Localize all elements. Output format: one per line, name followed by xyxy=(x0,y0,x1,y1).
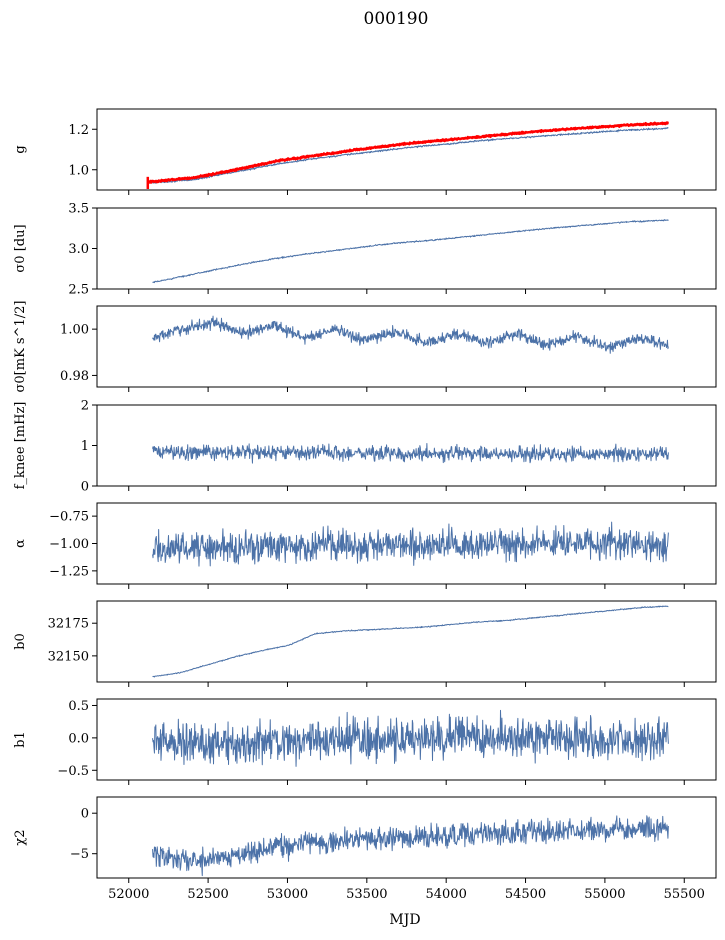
panel-2: 2.5 3.0 3.5 σ0 [du] xyxy=(13,202,717,298)
y-tick-label: 1.00 xyxy=(60,323,89,338)
y-tick-label: 0.0 xyxy=(68,731,89,746)
y-tick-label: −1.00 xyxy=(49,537,89,552)
y-axis-label: χ2 xyxy=(13,829,28,845)
series-line-1-1 xyxy=(149,127,669,184)
y-tick-label: −0.5 xyxy=(57,764,89,779)
y-tick-label: 2 xyxy=(81,399,89,414)
panel-frame xyxy=(96,600,717,683)
series-line-1-2 xyxy=(148,121,670,184)
x-tick-label: 54000 xyxy=(425,887,466,902)
y-tick-label: 1 xyxy=(81,439,89,454)
y-tick-label: 2.5 xyxy=(68,283,89,298)
panel-5: −1.25 −1.00 −0.75 α xyxy=(13,502,717,589)
panel-4: 0 1 2 f_knee [mHz] xyxy=(13,399,717,495)
y-tick-label: −1.25 xyxy=(49,564,89,579)
series-line-7-1 xyxy=(152,709,669,767)
x-tick-label: 52000 xyxy=(108,887,149,902)
y-tick-label: 0 xyxy=(81,480,89,495)
series-line-3-1 xyxy=(152,315,669,354)
y-axis-label: σ0[mK s^1/2] xyxy=(13,301,28,393)
panel-frame xyxy=(96,404,717,487)
panel-frame xyxy=(96,796,717,879)
y-axis-label: g xyxy=(13,145,28,153)
y-tick-label: −5 xyxy=(70,847,89,862)
series-line-2-1 xyxy=(152,219,669,284)
y-tick-label: 0.98 xyxy=(60,369,89,384)
y-tick-label: 32150 xyxy=(48,649,89,664)
x-tick-label: 52500 xyxy=(187,887,228,902)
panel-frame xyxy=(96,207,717,290)
panel-frame xyxy=(96,698,717,781)
y-tick-label: 0 xyxy=(81,807,89,822)
x-tick-label: 54500 xyxy=(505,887,546,902)
y-tick-label: 3.5 xyxy=(68,202,89,217)
panel-8: −5 0 52000 52500 53000 53500 54000 54500 55000 55… xyxy=(13,796,717,902)
panel-6: 32150 32175 b0 xyxy=(13,600,717,687)
x-tick-label: 53000 xyxy=(267,887,308,902)
x-tick-label: 53500 xyxy=(346,887,387,902)
y-tick-label: 1.0 xyxy=(68,163,89,178)
y-tick-label: 3.0 xyxy=(68,242,89,257)
series-line-5-1 xyxy=(152,521,669,567)
y-tick-label: −0.75 xyxy=(49,510,89,525)
panel-frame xyxy=(96,305,717,388)
y-tick-label: 32175 xyxy=(48,617,89,632)
panel-1: 1.0 1.2 g xyxy=(13,108,717,195)
y-axis-label: b0 xyxy=(13,633,28,650)
figure-title: 000190 xyxy=(364,9,429,29)
x-tick-label: 55500 xyxy=(664,887,705,902)
panel-3: 0.98 1.00 σ0[mK s^1/2] xyxy=(13,301,717,393)
y-axis-label: σ0 [du] xyxy=(13,224,28,272)
y-axis-label: b1 xyxy=(13,731,28,748)
series-line-8-1 xyxy=(152,815,669,877)
y-axis-label: α xyxy=(13,539,28,548)
panel-7: −0.5 0.0 0.5 b1 xyxy=(13,698,717,785)
series-line-4-1 xyxy=(152,443,669,464)
y-tick-label: 1.2 xyxy=(68,123,89,138)
panel-frame xyxy=(96,108,717,191)
x-tick-label: 55000 xyxy=(584,887,625,902)
series-line-6-1 xyxy=(152,605,669,678)
y-axis-label: f_knee [mHz] xyxy=(13,402,28,490)
x-axis-label: MJD xyxy=(389,912,420,928)
y-tick-label: 0.5 xyxy=(68,699,89,714)
